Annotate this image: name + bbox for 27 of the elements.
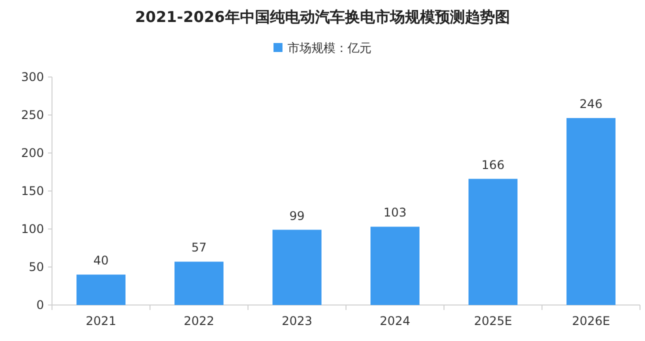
bar — [566, 118, 616, 305]
bar — [468, 178, 518, 305]
x-tick-label: 2021 — [86, 314, 116, 328]
chart-title: 2021-2026年中国纯电动汽车换电市场规模预测趋势图 — [135, 8, 510, 26]
x-tick-label: 2026E — [572, 314, 610, 328]
y-tick-label: 100 — [21, 222, 44, 236]
y-tick-label: 200 — [21, 146, 44, 160]
bar — [76, 274, 126, 305]
legend-label: 市场规模：亿元 — [288, 41, 372, 55]
data-label: 57 — [191, 240, 207, 255]
x-tick-label: 2023 — [282, 314, 312, 328]
bar — [272, 230, 322, 305]
bar — [370, 226, 420, 305]
x-tick-label: 2025E — [474, 314, 512, 328]
data-label: 40 — [93, 254, 109, 268]
data-label: 103 — [384, 206, 406, 220]
x-tick-label: 2024 — [380, 314, 410, 328]
bar — [174, 262, 224, 305]
y-tick-label: 150 — [21, 184, 44, 198]
data-label: 246 — [580, 97, 602, 112]
y-tick-label: 50 — [28, 260, 44, 274]
y-tick-label: 0 — [36, 298, 44, 312]
y-tick-label: 250 — [21, 108, 44, 122]
y-tick-label: 300 — [21, 70, 44, 84]
data-label: 166 — [482, 158, 504, 172]
data-label: 99 — [289, 208, 305, 223]
x-tick-label: 2022 — [184, 314, 214, 328]
